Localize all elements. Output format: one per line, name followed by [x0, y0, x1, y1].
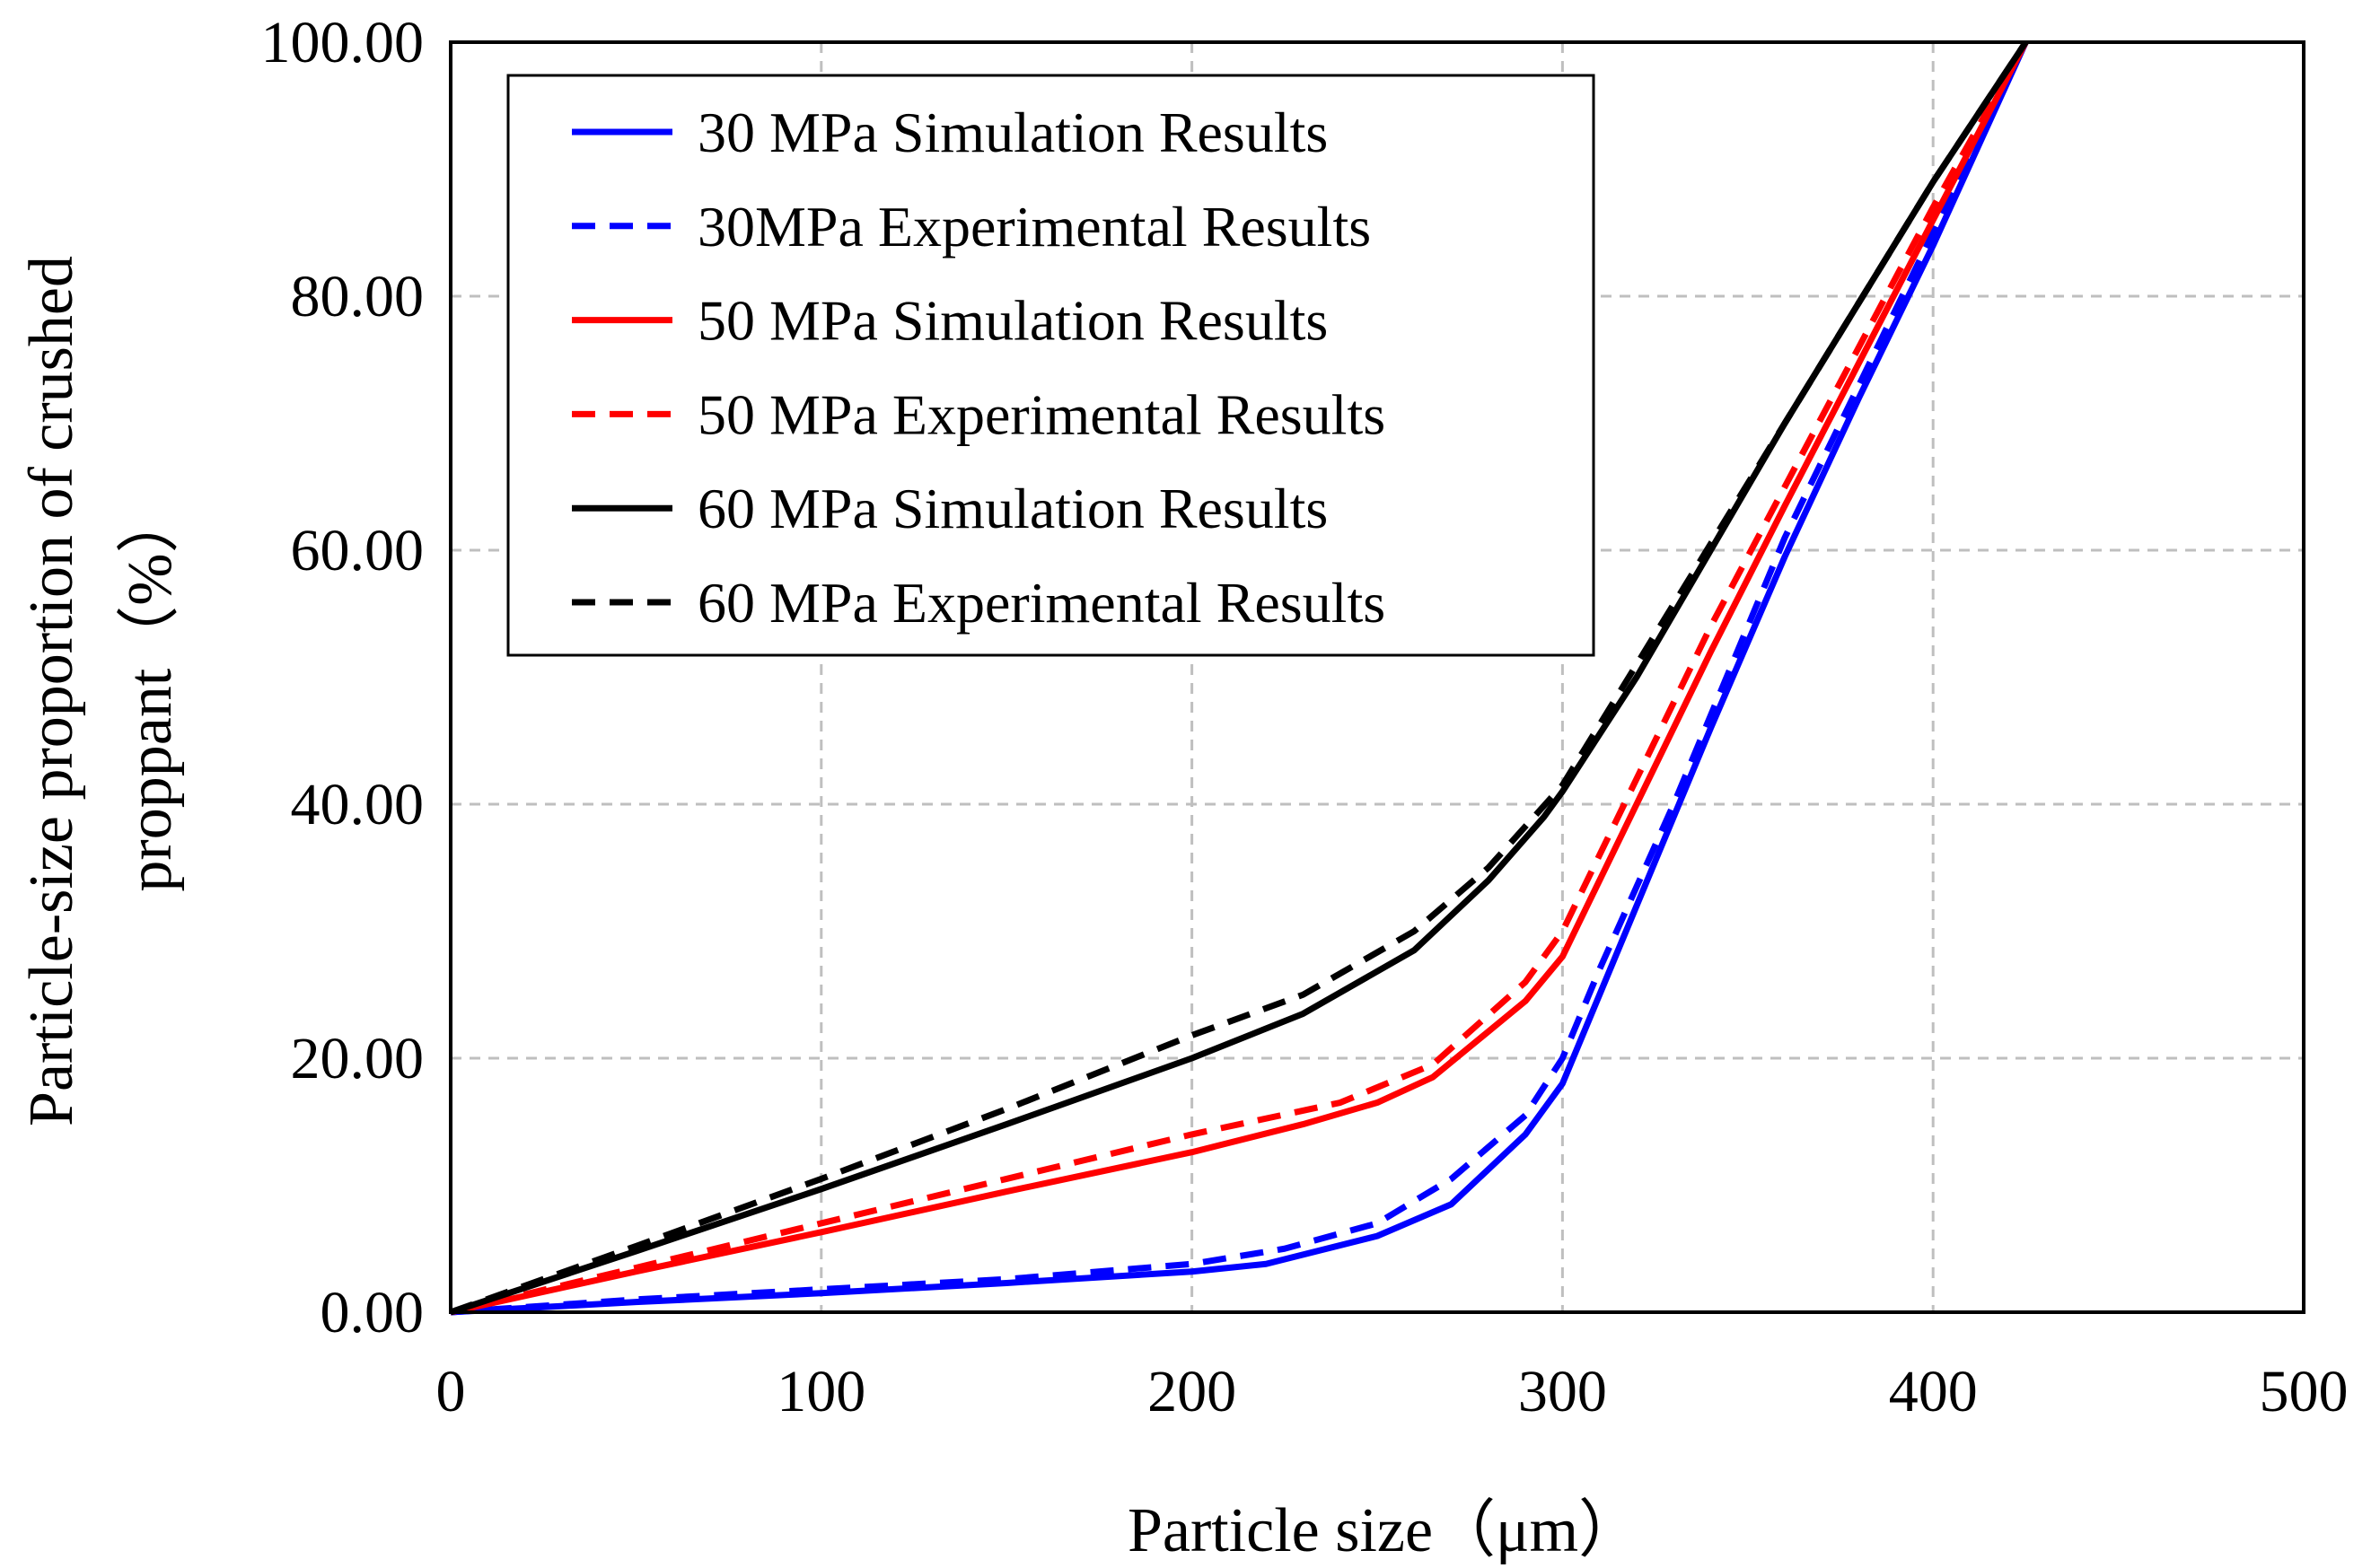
- legend-label: 30 MPa Simulation Results: [698, 101, 1328, 164]
- x-tick-label: 100: [777, 1359, 865, 1424]
- y-axis-title-line-1: Particle-size proportion of crushed: [17, 256, 86, 1126]
- y-tick-label: 60.00: [291, 518, 425, 583]
- x-tick-label: 200: [1147, 1359, 1236, 1424]
- tick-labels: 0 100 200 300 400 500 0.00 20.00 40.00 60.00 80.00…: [261, 10, 2349, 1424]
- legend-label: 30MPa Experimental Results: [698, 195, 1371, 258]
- series-lines: [449, 40, 2029, 1316]
- series-line-6: [449, 40, 2029, 1316]
- series-line-3: [450, 40, 2029, 1316]
- y-tick-label: 100.00: [261, 10, 425, 75]
- legend-label: 50 MPa Experimental Results: [698, 382, 1385, 446]
- x-tick-label: 0: [436, 1359, 466, 1424]
- y-axis-title-line-2: proppant（%）: [116, 490, 185, 891]
- legend: 30 MPa Simulation Results 30MPa Experimen…: [506, 74, 1595, 657]
- y-tick-label: 40.00: [291, 772, 425, 837]
- series-line-1: [450, 40, 2029, 1316]
- y-tick-label: 0.00: [321, 1280, 425, 1345]
- legend-box: [506, 74, 1595, 657]
- series-line-4: [450, 40, 2029, 1316]
- x-tick-label: 400: [1889, 1359, 1978, 1424]
- x-tick-label: 300: [1518, 1359, 1607, 1424]
- legend-label: 60 MPa Experimental Results: [698, 571, 1385, 635]
- x-tick-label: 500: [2260, 1359, 2349, 1424]
- plot-frame: [449, 40, 2305, 1314]
- legend-label: 50 MPa Simulation Results: [698, 289, 1328, 353]
- legend-label: 60 MPa Simulation Results: [698, 477, 1328, 540]
- x-axis-title: Particle size（μm）: [1128, 1496, 1641, 1565]
- y-tick-label: 20.00: [291, 1026, 425, 1091]
- y-tick-label: 80.00: [291, 264, 425, 329]
- series-line-2: [450, 40, 2029, 1316]
